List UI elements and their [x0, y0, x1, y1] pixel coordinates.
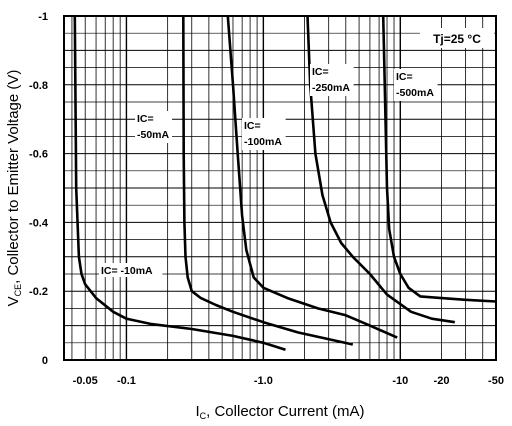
x-tick-label: -20 — [434, 375, 450, 387]
y-tick-label: -0.2 — [29, 286, 48, 298]
y-tick-label: -0.6 — [29, 149, 48, 161]
x-axis-label-rest: , Collector Current (mA) — [206, 403, 364, 420]
condition-box-background — [420, 28, 494, 48]
x-axis-label-sub: C — [200, 411, 207, 421]
annotation-label: -500mA — [396, 87, 434, 99]
annotation-label: IC= — [137, 113, 154, 125]
annotation-label: -100mA — [244, 136, 282, 148]
annotation-label: -50mA — [137, 129, 170, 141]
x-tick-label: -1.0 — [254, 375, 273, 387]
y-tick-label: -0.8 — [29, 80, 48, 92]
x-tick-label: -50 — [488, 375, 504, 387]
y-axis-label-main: V — [5, 296, 22, 306]
condition-label: Tj=25 °C — [433, 32, 481, 46]
annotation-background — [99, 263, 163, 277]
grid — [64, 16, 496, 360]
series-line-3 — [226, 15, 398, 339]
x-tick-label: -10 — [392, 375, 408, 387]
x-axis-label: IC, Collector Current (mA) — [195, 403, 364, 421]
y-tick-label: -1 — [38, 11, 48, 23]
annotation-background — [310, 64, 354, 96]
annotation-background — [135, 111, 172, 143]
x-tick-label: -0.1 — [117, 375, 136, 387]
y-tick-label: -0.4 — [29, 217, 49, 229]
annotation-label: IC= -10mA — [101, 265, 153, 277]
annotation-label: IC= — [244, 120, 261, 132]
annotation-group: IC= -10mA IC= -50mA IC= -100mA IC= -250mA IC= -5… — [99, 64, 438, 277]
plot-frame — [63, 15, 497, 361]
series-line-5 — [381, 15, 497, 303]
annotation-label: IC= — [396, 71, 413, 83]
x-axis-label-main: I — [195, 403, 199, 420]
x-tick-label: -0.05 — [73, 375, 98, 387]
annotation-label: -250mA — [312, 82, 350, 94]
y-tick-label: 0 — [42, 355, 48, 367]
series-line-2 — [182, 15, 354, 346]
annotation-label: IC= — [312, 66, 329, 78]
y-axis-label: VCE, Collector to Emitter Voltage (V) — [5, 70, 23, 307]
annotation-background — [394, 69, 438, 101]
series-line-1 — [73, 15, 286, 351]
annotation-background — [242, 118, 286, 150]
y-axis-label-rest: , Collector to Emitter Voltage (V) — [5, 70, 22, 284]
series-line-4 — [306, 15, 455, 324]
condition-box: Tj=25 °C — [420, 28, 494, 48]
tick-labels: -0.05 -0.1 -1.0 -10 -20 -50 0 -0.2 -0.4 -0.6 -0.8 -… — [29, 11, 504, 387]
series-group — [73, 15, 497, 351]
y-axis-label-sub: CE — [13, 284, 23, 297]
